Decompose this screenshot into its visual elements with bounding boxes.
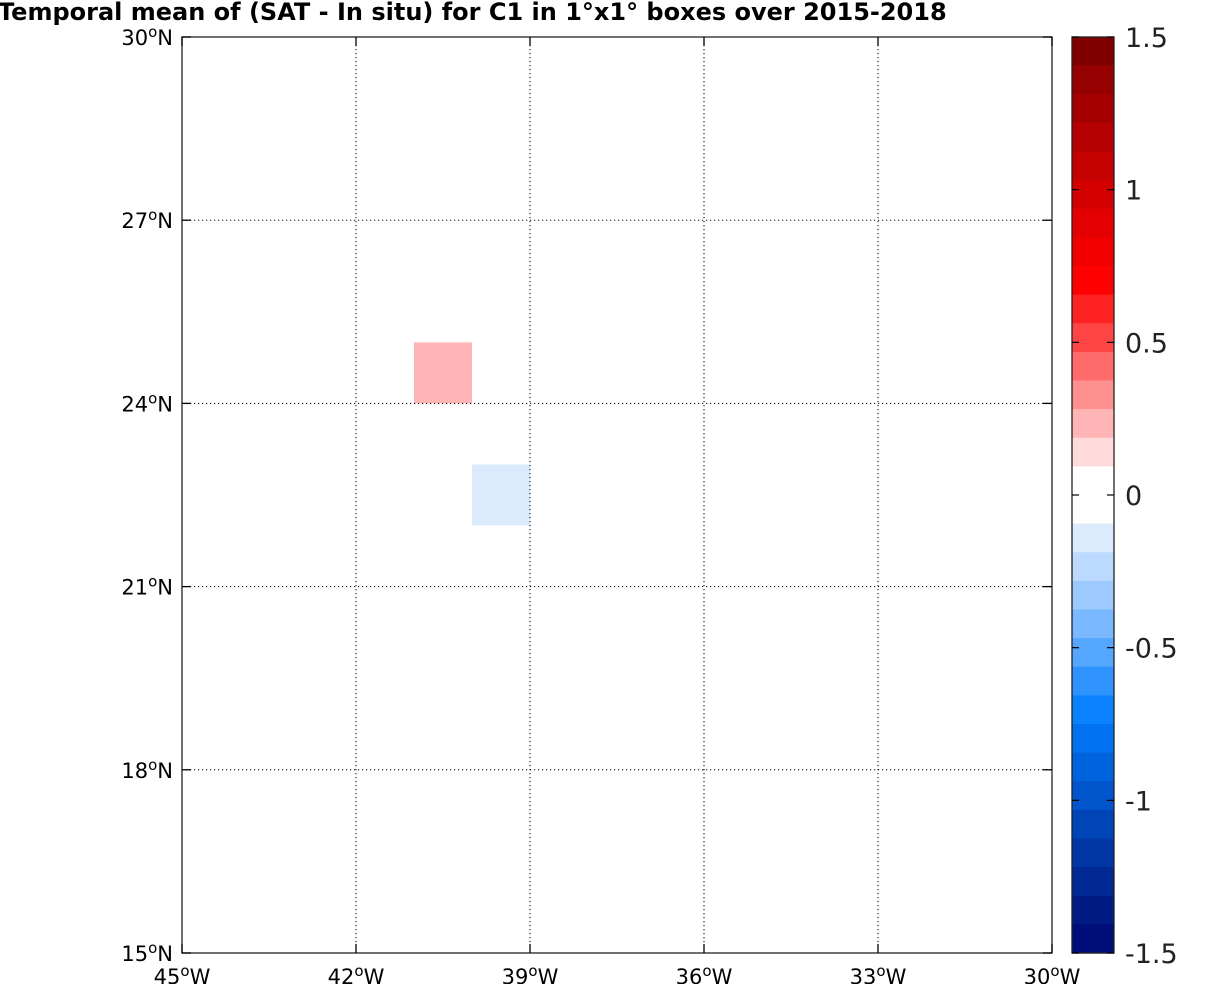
colorbar-tick-label: -0.5 <box>1125 634 1178 665</box>
colorbar-segment <box>1072 695 1114 725</box>
colorbar-tick-label: -1 <box>1125 786 1152 817</box>
colorbar-segment <box>1072 65 1114 95</box>
colorbar-tick-label: 1.5 <box>1125 23 1168 54</box>
x-tick-label: 30oW <box>1024 962 1081 984</box>
colorbar-segment <box>1072 351 1114 382</box>
colorbar-segment <box>1072 37 1114 67</box>
x-tick-label: 33oW <box>850 962 907 984</box>
colorbar-tick-label: 1 <box>1125 176 1142 207</box>
colorbar-segment <box>1072 437 1114 467</box>
x-tick-label: 36oW <box>676 962 733 984</box>
colorbar-segment <box>1072 838 1114 868</box>
colorbar-tick-label: 0 <box>1125 481 1142 512</box>
colorbar-segment <box>1072 151 1114 181</box>
colorbar-segment <box>1072 495 1114 525</box>
chart-title: Temporal mean of (SAT - In situ) for C1 … <box>0 0 947 26</box>
colorbar-segment <box>1072 237 1114 267</box>
colorbar-segment <box>1072 323 1114 353</box>
plot-frame <box>181 36 1053 954</box>
y-tick-label: 24oN <box>121 389 173 416</box>
heatmap-cell <box>414 342 472 404</box>
colorbar-segment <box>1072 294 1114 324</box>
colorbar-segment <box>1072 580 1114 611</box>
colorbar-segment <box>1072 724 1114 754</box>
colorbar-segment <box>1072 638 1114 668</box>
colorbar-segment <box>1072 609 1114 639</box>
colorbar-segment <box>1072 266 1114 296</box>
colorbar-segment <box>1072 94 1114 124</box>
colorbar-segment <box>1072 122 1114 153</box>
colorbar-segment <box>1072 924 1114 954</box>
colorbar-segment <box>1072 781 1114 811</box>
heatmap-cell <box>472 464 530 526</box>
colorbar-segment <box>1072 895 1114 925</box>
colorbar-segment <box>1072 409 1114 439</box>
colorbar: 1.5 1 0.5 0 -0.5 -1 -1.5 <box>1071 23 1178 970</box>
colorbar-segment <box>1072 208 1114 238</box>
colorbar-segment <box>1072 523 1114 553</box>
colorbar-segment <box>1072 752 1114 782</box>
x-tick-label: 39oW <box>502 962 559 984</box>
colorbar-segment <box>1072 380 1114 410</box>
y-tick-label: 15oN <box>121 939 173 966</box>
y-tick-label: 30oN <box>121 23 173 50</box>
colorbar-segment <box>1072 180 1114 210</box>
plot-background <box>182 37 1052 953</box>
colorbar-tick-label: -1.5 <box>1125 939 1178 970</box>
colorbar-segment <box>1072 867 1114 897</box>
colorbar-segment <box>1072 552 1114 582</box>
y-tick-label: 18oN <box>121 756 173 783</box>
colorbar-tick-label: 0.5 <box>1125 328 1168 359</box>
y-tick-label: 21oN <box>121 573 173 600</box>
colorbar-segment <box>1072 466 1114 496</box>
map-plot-area: 45oW 42oW 39oW 36oW 33oW 30oW 15oN 18oN 21oN 24oN… <box>121 23 1080 984</box>
y-tick-label: 27oN <box>121 206 173 233</box>
x-tick-label: 45oW <box>154 962 211 984</box>
colorbar-segment <box>1072 666 1114 696</box>
x-tick-label: 42oW <box>328 962 385 984</box>
colorbar-segment <box>1072 809 1114 840</box>
